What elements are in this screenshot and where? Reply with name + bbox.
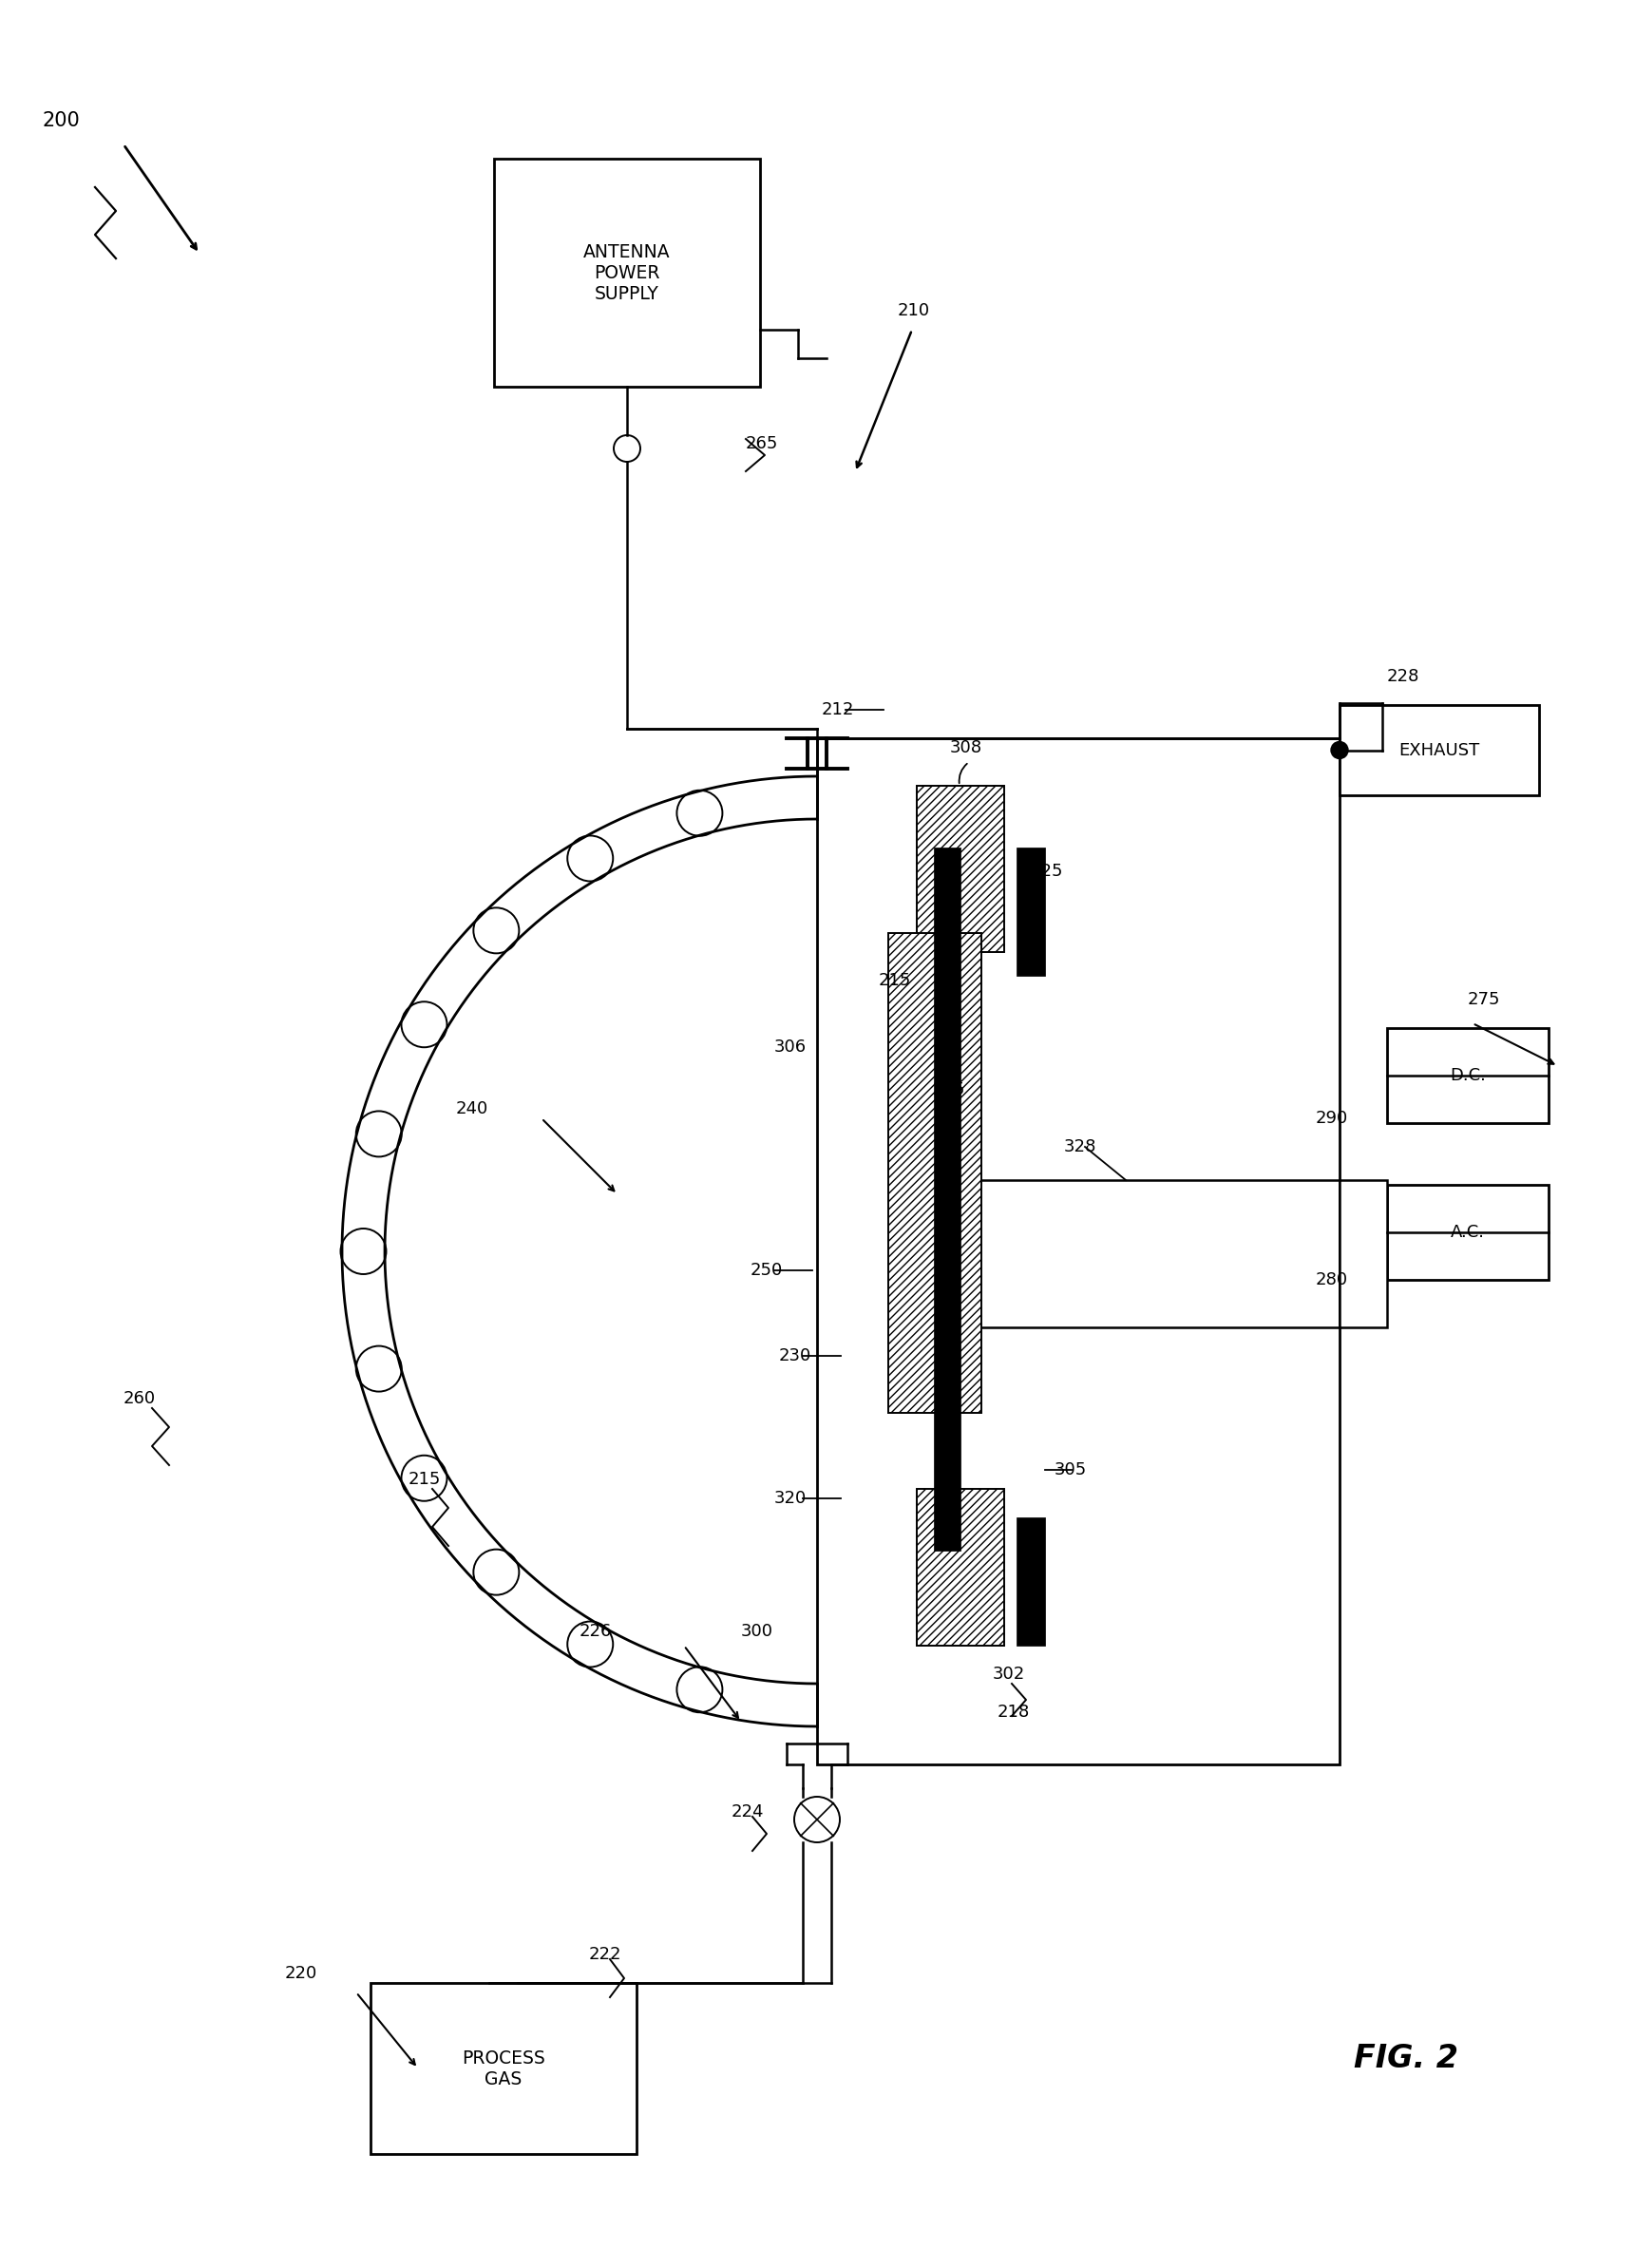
Text: 260: 260 bbox=[124, 1390, 155, 1406]
Bar bbox=[934, 848, 960, 1551]
Text: 302: 302 bbox=[992, 1665, 1025, 1683]
Text: 295: 295 bbox=[934, 1082, 966, 1098]
Text: 328: 328 bbox=[1064, 1139, 1097, 1154]
Bar bbox=[494, 159, 760, 388]
Text: FIG. 2: FIG. 2 bbox=[1354, 2043, 1458, 2075]
Text: A.C.: A.C. bbox=[1450, 1225, 1485, 1241]
Bar bbox=[917, 785, 1004, 953]
Text: 275: 275 bbox=[1468, 991, 1501, 1007]
Bar bbox=[818, 739, 1339, 1765]
Bar bbox=[1386, 1184, 1548, 1279]
Text: 300: 300 bbox=[741, 1624, 773, 1640]
Text: 290: 290 bbox=[1316, 1109, 1349, 1127]
Bar bbox=[371, 1982, 636, 2155]
Text: 308: 308 bbox=[950, 739, 983, 755]
Bar bbox=[1339, 1179, 1386, 1327]
Bar bbox=[1339, 705, 1539, 796]
Text: 306: 306 bbox=[775, 1039, 806, 1055]
Text: EXHAUST: EXHAUST bbox=[1400, 742, 1480, 760]
Text: 220: 220 bbox=[284, 1964, 317, 1982]
Text: PROCESS
GAS: PROCESS GAS bbox=[461, 2048, 544, 2089]
Text: 240: 240 bbox=[456, 1100, 489, 1118]
Text: 222: 222 bbox=[589, 1946, 621, 1964]
Text: 265: 265 bbox=[746, 435, 778, 451]
Text: 215: 215 bbox=[878, 973, 911, 989]
Bar bbox=[1017, 1517, 1045, 1647]
Text: 228: 228 bbox=[1386, 669, 1419, 685]
Bar bbox=[917, 1488, 1004, 1647]
Text: 224: 224 bbox=[731, 1803, 764, 1821]
Text: 212: 212 bbox=[822, 701, 855, 719]
Circle shape bbox=[1331, 742, 1349, 760]
Bar bbox=[1017, 848, 1045, 975]
Bar bbox=[1386, 1027, 1548, 1123]
Text: 325: 325 bbox=[1030, 862, 1063, 880]
Text: 200: 200 bbox=[43, 111, 80, 129]
Text: 210: 210 bbox=[898, 302, 930, 320]
Text: 320: 320 bbox=[775, 1490, 806, 1506]
Bar bbox=[888, 932, 981, 1413]
Text: 280: 280 bbox=[1316, 1272, 1349, 1288]
Text: 250: 250 bbox=[750, 1261, 783, 1279]
Text: 218: 218 bbox=[997, 1703, 1030, 1721]
Text: 215: 215 bbox=[409, 1472, 441, 1488]
Text: ANTENNA
POWER
SUPPLY: ANTENNA POWER SUPPLY bbox=[584, 243, 670, 302]
Text: 230: 230 bbox=[778, 1347, 811, 1365]
Text: 305: 305 bbox=[1055, 1461, 1087, 1479]
Text: 226: 226 bbox=[579, 1624, 611, 1640]
Text: D.C.: D.C. bbox=[1450, 1066, 1486, 1084]
